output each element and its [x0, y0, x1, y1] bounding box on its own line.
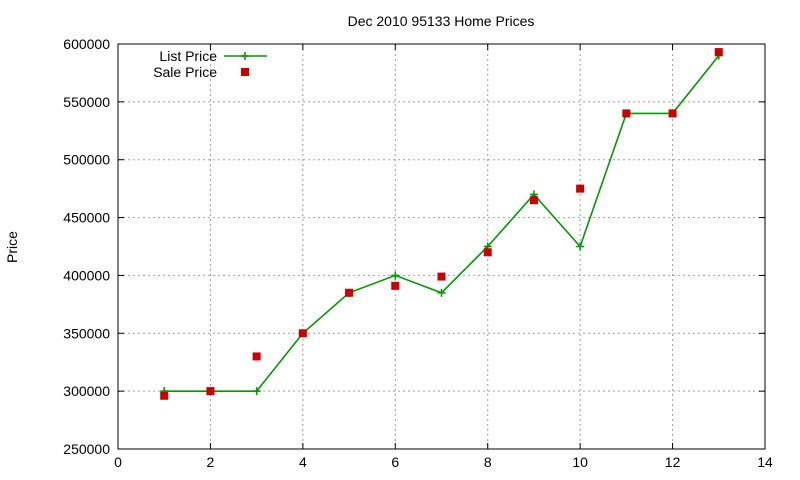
sale-price-point	[483, 248, 492, 257]
sale-price-point	[576, 184, 585, 193]
y-axis-label: Price	[4, 231, 20, 263]
sale-price-point	[529, 196, 538, 205]
legend-marker-list-price	[241, 52, 249, 60]
y-tick-label: 350000	[63, 325, 110, 341]
sale-price-point	[391, 281, 400, 290]
x-tick-label: 4	[299, 454, 307, 470]
y-tick-label: 250000	[63, 441, 110, 457]
y-tick-label: 300000	[63, 383, 110, 399]
x-tick-label: 10	[572, 454, 588, 470]
series	[160, 48, 723, 400]
list-price-point	[252, 387, 261, 396]
x-tick-label: 2	[207, 454, 215, 470]
list-price-point	[576, 242, 585, 251]
list-price-line	[164, 55, 720, 392]
axis-ticks: 0 2 4 6 8 10 12 14 250000 300000 350000 400000 45000…	[63, 36, 773, 470]
sale-price-point	[298, 329, 307, 338]
list-price-point	[391, 271, 400, 280]
sale-price-point	[206, 387, 215, 396]
x-tick-label: 8	[484, 454, 492, 470]
plot-frame	[117, 43, 766, 450]
list-price-point	[437, 288, 446, 297]
x-tick-label: 12	[665, 454, 681, 470]
sale-price-point	[252, 352, 261, 361]
legend-marker-sale-price	[241, 68, 249, 76]
x-tick-label: 6	[391, 454, 399, 470]
legend-label-list-price: List Price	[159, 48, 217, 64]
sale-price-point	[160, 391, 169, 400]
sale-price-point	[622, 109, 631, 118]
y-tick-label: 400000	[63, 267, 110, 283]
legend-label-sale-price: Sale Price	[153, 64, 217, 80]
chart-title: Dec 2010 95133 Home Prices	[348, 13, 535, 29]
sale-price-point	[437, 272, 446, 281]
x-tick-label: 14	[757, 454, 773, 470]
y-tick-label: 550000	[63, 94, 110, 110]
x-tick-label: 0	[114, 454, 122, 470]
y-tick-label: 450000	[63, 210, 110, 226]
sale-price-point	[714, 48, 723, 57]
y-tick-label: 600000	[63, 36, 110, 52]
sale-price-point	[345, 288, 354, 297]
grid	[118, 44, 765, 449]
sale-price-point	[668, 109, 677, 118]
y-tick-label: 500000	[63, 152, 110, 168]
